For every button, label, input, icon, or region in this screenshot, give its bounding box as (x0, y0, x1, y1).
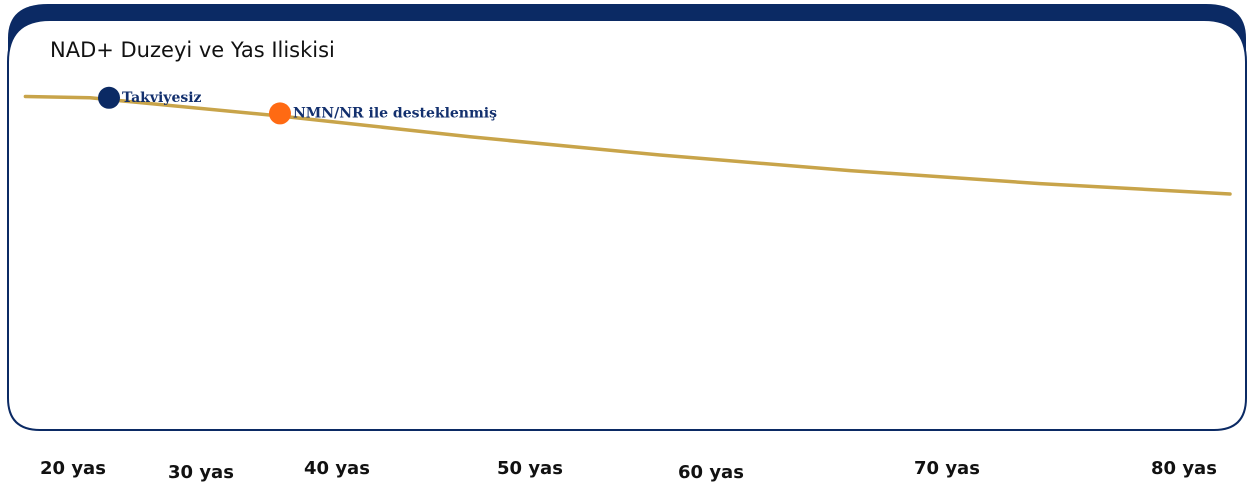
nad-level-line (23, 94, 1232, 196)
x-tick-label: 40 yas (304, 458, 370, 479)
annotation-label-0: Takviyesiz (122, 90, 202, 106)
card-body (7, 19, 1247, 431)
x-tick-label: 80 yas (1151, 458, 1217, 479)
x-tick-label: 20 yas (40, 458, 106, 479)
x-tick-label: 70 yas (914, 458, 980, 479)
x-tick-label: 50 yas (497, 458, 563, 479)
chart-title: NAD+ Duzeyi ve Yas Iliskisi (50, 38, 335, 62)
x-tick-label: 30 yas (168, 462, 234, 483)
x-tick-label: 60 yas (678, 462, 744, 483)
annotation-marker-1 (269, 102, 291, 125)
annotation-label-1: NMN/NR ile desteklenmiş (293, 105, 497, 121)
chart-card: Takviyesiz NMN/NR ile desteklenmiş (7, 4, 1247, 431)
annotation-marker-0 (98, 86, 120, 109)
plot-area: Takviyesiz NMN/NR ile desteklenmiş (23, 86, 1232, 196)
